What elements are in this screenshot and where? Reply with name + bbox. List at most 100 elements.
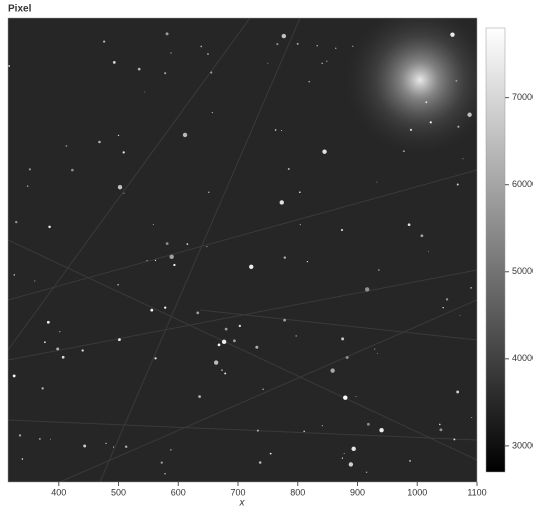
star xyxy=(59,331,60,332)
star xyxy=(462,158,463,159)
x-tick-label: 600 xyxy=(171,487,186,497)
star xyxy=(218,344,221,347)
star xyxy=(459,315,460,316)
star xyxy=(150,309,153,312)
x-tick-label: 500 xyxy=(111,487,126,497)
star xyxy=(262,389,263,390)
star xyxy=(164,473,165,474)
star xyxy=(335,48,336,49)
chart: Pixel 40050060070080090010001100 x 30000… xyxy=(0,0,533,510)
colorbar-tick-label: 70000 xyxy=(512,92,533,102)
star xyxy=(169,255,173,259)
star xyxy=(295,335,296,336)
star xyxy=(326,61,327,62)
star xyxy=(341,337,344,340)
star xyxy=(297,43,299,45)
star xyxy=(470,287,472,289)
star xyxy=(222,340,226,344)
star xyxy=(471,417,472,418)
star xyxy=(403,150,405,152)
star xyxy=(125,446,127,448)
star xyxy=(307,261,308,262)
star xyxy=(8,65,10,67)
star xyxy=(146,260,147,261)
star xyxy=(196,312,199,315)
star xyxy=(123,193,124,194)
star xyxy=(300,224,301,225)
star xyxy=(166,32,169,35)
star xyxy=(34,280,35,281)
star xyxy=(118,185,122,189)
star xyxy=(153,224,154,225)
star xyxy=(14,274,16,276)
star xyxy=(198,395,201,398)
star xyxy=(322,425,323,426)
star xyxy=(351,447,355,451)
star xyxy=(457,184,459,186)
star xyxy=(378,269,379,270)
star xyxy=(425,101,427,103)
colorbar: 30000 40000 50000 60000 70000 xyxy=(486,28,533,472)
chart-title: Pixel xyxy=(8,4,32,15)
star xyxy=(155,260,156,261)
star xyxy=(22,458,24,460)
star xyxy=(56,347,59,350)
star xyxy=(255,346,258,349)
star xyxy=(283,319,286,322)
star xyxy=(349,462,353,466)
star xyxy=(341,229,343,231)
star xyxy=(62,356,65,359)
star xyxy=(430,121,432,123)
star xyxy=(276,43,278,45)
star xyxy=(117,284,119,286)
star xyxy=(446,298,448,300)
star xyxy=(410,129,412,131)
x-tick-label: 1000 xyxy=(407,487,427,497)
star xyxy=(267,63,268,64)
star xyxy=(200,46,202,48)
x-tick-label: 700 xyxy=(231,487,246,497)
star xyxy=(118,135,119,136)
star xyxy=(207,53,209,55)
colorbar-tick-label: 60000 xyxy=(512,179,533,189)
star xyxy=(103,40,105,42)
star xyxy=(224,372,226,374)
star xyxy=(280,200,284,204)
star xyxy=(443,307,444,308)
colorbar-tick-label: 50000 xyxy=(512,266,533,276)
star xyxy=(225,328,228,331)
star xyxy=(161,462,163,464)
colorbar-gradient xyxy=(486,28,505,472)
star xyxy=(344,453,345,454)
star xyxy=(282,34,286,38)
x-tick-label: 1100 xyxy=(467,487,486,497)
star xyxy=(439,424,441,426)
star xyxy=(457,126,459,128)
star xyxy=(208,192,209,193)
star xyxy=(321,63,322,64)
colorbar-tick-label: 30000 xyxy=(512,440,533,450)
colorbar-tick-label: 40000 xyxy=(512,353,533,363)
star xyxy=(239,325,241,327)
star xyxy=(355,396,356,397)
star xyxy=(249,265,253,269)
star xyxy=(212,112,213,113)
star xyxy=(221,369,223,371)
star xyxy=(281,130,282,131)
star xyxy=(66,145,68,147)
x-tick-label: 800 xyxy=(290,487,305,497)
star xyxy=(365,287,369,291)
star xyxy=(428,251,429,252)
star xyxy=(214,360,218,364)
star xyxy=(346,356,349,359)
star xyxy=(259,461,262,464)
star xyxy=(29,168,31,170)
star xyxy=(376,182,377,183)
star xyxy=(164,307,166,309)
star xyxy=(82,349,84,351)
star xyxy=(450,32,454,36)
star xyxy=(440,428,443,431)
star xyxy=(210,71,212,73)
star xyxy=(367,423,370,426)
